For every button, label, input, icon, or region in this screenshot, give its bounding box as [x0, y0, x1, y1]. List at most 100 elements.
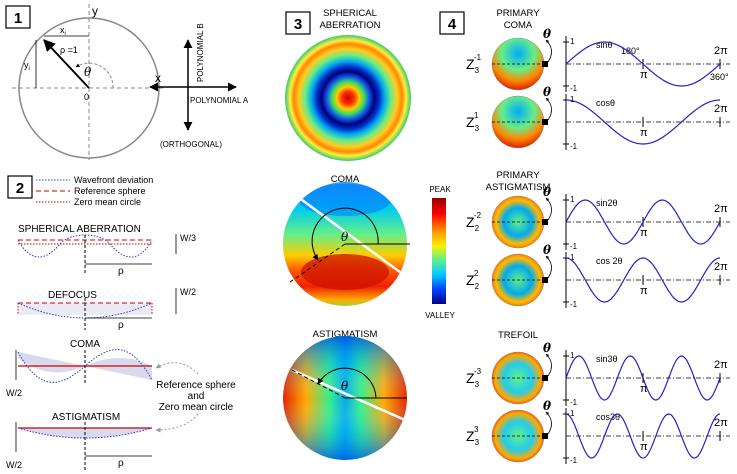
- coma-theta: θ: [341, 230, 349, 244]
- group-1-title-1: PRIMARY: [496, 8, 540, 19]
- pi-label: π: [640, 69, 648, 81]
- pi-label: π: [640, 227, 648, 239]
- coma-white-line: [297, 195, 409, 280]
- pi-label: π: [640, 383, 648, 395]
- group-2-title-2: ASTIGMATISM: [486, 182, 551, 193]
- axis-top-label: 1: [570, 195, 575, 204]
- defocus-rho: ρ: [118, 320, 124, 331]
- panel-number-4: 4: [439, 11, 465, 35]
- svg-text:2: 2: [16, 180, 24, 197]
- zernike-row: Z22 θ 1 -1 π 2π cos 2θ: [466, 243, 730, 309]
- axis-x-label: x: [155, 71, 161, 85]
- axis-bottom-label: -1: [570, 242, 578, 251]
- axis-top-label: 1: [570, 351, 575, 360]
- spherical-w: W/3: [180, 233, 196, 243]
- defocus-profile-title: DEFOCUS: [48, 290, 97, 301]
- polynomial-a-label: POLYNOMIAL A: [190, 96, 249, 105]
- axis-top-label: 1: [570, 409, 575, 418]
- axis-top-label: 1: [570, 37, 575, 46]
- spherical-map-title-1: SPHERICAL: [323, 8, 377, 19]
- mini-map-marker: [542, 119, 548, 125]
- astig-map: [283, 336, 407, 460]
- coma-profile-title: COMA: [70, 339, 100, 350]
- mini-map-marker: [542, 61, 548, 67]
- note-arrow-upper: [155, 362, 199, 375]
- mini-theta-arc: [545, 39, 552, 63]
- function-label: sinθ: [596, 40, 613, 50]
- svg-text:3: 3: [294, 16, 302, 33]
- two-pi-label: 2π: [714, 359, 728, 371]
- legend-reference: Reference sphere: [74, 186, 146, 196]
- astig-w: W/2: [6, 460, 22, 470]
- two-pi-label: 2π: [714, 417, 728, 429]
- zernike-row: Z3-1 θ 1 -1 π 2π sinθ 180° 360°: [466, 27, 730, 93]
- panel-number-2: 2: [7, 175, 33, 199]
- zernike-row: Z2-2 θ 1 -1 π 2π sin2θ: [466, 185, 730, 251]
- panel-number-3: 3: [285, 11, 311, 35]
- zernike-row: Z31 θ 1 -1 π 2π cosθ: [466, 85, 730, 151]
- panel-2: 2 Wavefront deviation Reference sphere Z…: [6, 175, 236, 470]
- zernike-curve: [565, 199, 721, 245]
- legend-zero-mean: Zero mean circle: [74, 197, 141, 207]
- two-pi-label: 2π: [714, 261, 728, 273]
- zernike-label: Z3-3: [466, 367, 482, 389]
- astig-map-title: ASTIGMATISM: [313, 329, 378, 340]
- panel-1: 1 y x xi yi ρ =1 θ 0 POLYNOMIAL B POLYNO…: [5, 4, 249, 160]
- coma-map-title: COMA: [331, 174, 360, 185]
- spherical-map: [285, 35, 411, 161]
- axis-bottom-label: -1: [570, 456, 578, 465]
- mini-theta: θ: [543, 341, 551, 355]
- spherical-map-title-2: ABERRATION: [319, 20, 380, 31]
- note-line-3: Zero mean circle: [159, 402, 234, 413]
- coma-theta-arc: [311, 207, 379, 261]
- polynomial-b-label: POLYNOMIAL B: [196, 23, 205, 82]
- mini-theta-arc: [545, 411, 552, 435]
- astig-white-line: [291, 368, 406, 422]
- spherical-rho: ρ: [118, 266, 124, 277]
- mini-theta-arc: [545, 255, 552, 279]
- group-2-title-1: PRIMARY: [496, 170, 540, 181]
- mini-theta: θ: [543, 27, 551, 41]
- mini-theta: θ: [543, 243, 551, 257]
- pi-label: π: [640, 285, 648, 297]
- axis-top-label: 1: [570, 95, 575, 104]
- y-i-label: yi: [24, 60, 30, 72]
- two-pi-label: 2π: [714, 103, 728, 115]
- two-pi-label: 2π: [714, 45, 728, 57]
- axis-bottom-label: -1: [570, 142, 578, 151]
- mini-map-marker: [542, 433, 548, 439]
- deg-180-label: 180°: [621, 46, 640, 56]
- astig-profile-title: ASTIGMATISM: [52, 412, 120, 423]
- function-label: cosθ: [596, 98, 615, 108]
- axis-top-label: 1: [570, 253, 575, 262]
- astig-wavefront: [17, 427, 153, 439]
- zernike-curve: [565, 41, 721, 87]
- rho-label: ρ =1: [60, 45, 78, 55]
- astig-rho: ρ: [118, 458, 124, 469]
- zernike-label: Z33: [466, 425, 480, 447]
- colorbar-valley: VALLEY: [425, 311, 455, 320]
- astig-theta: θ: [341, 379, 349, 393]
- function-label: cos 2θ: [596, 256, 623, 266]
- zernike-label: Z2-2: [466, 211, 482, 233]
- radius-vector: [43, 39, 90, 89]
- coma-w: W/2: [6, 388, 22, 398]
- legend-wavefront: Wavefront deviation: [74, 175, 153, 185]
- axis-bottom-label: -1: [570, 398, 578, 407]
- deg-360-label: 360°: [710, 72, 729, 82]
- svg-text:4: 4: [448, 16, 457, 33]
- mini-map-marker: [542, 375, 548, 381]
- pi-label: π: [640, 127, 648, 139]
- mini-theta-arc: [545, 197, 552, 221]
- x-i-label: xi: [60, 25, 66, 37]
- axis-y-label: y: [92, 4, 98, 18]
- zernike-curve: [565, 257, 721, 303]
- zernike-label: Z3-1: [466, 53, 482, 75]
- axis-bottom-label: -1: [570, 300, 578, 309]
- panel-number-1: 1: [5, 5, 31, 29]
- mini-theta-arc: [545, 97, 552, 121]
- mini-theta-arc: [545, 353, 552, 377]
- mini-map-marker: [542, 219, 548, 225]
- function-label: cos3θ: [596, 412, 620, 422]
